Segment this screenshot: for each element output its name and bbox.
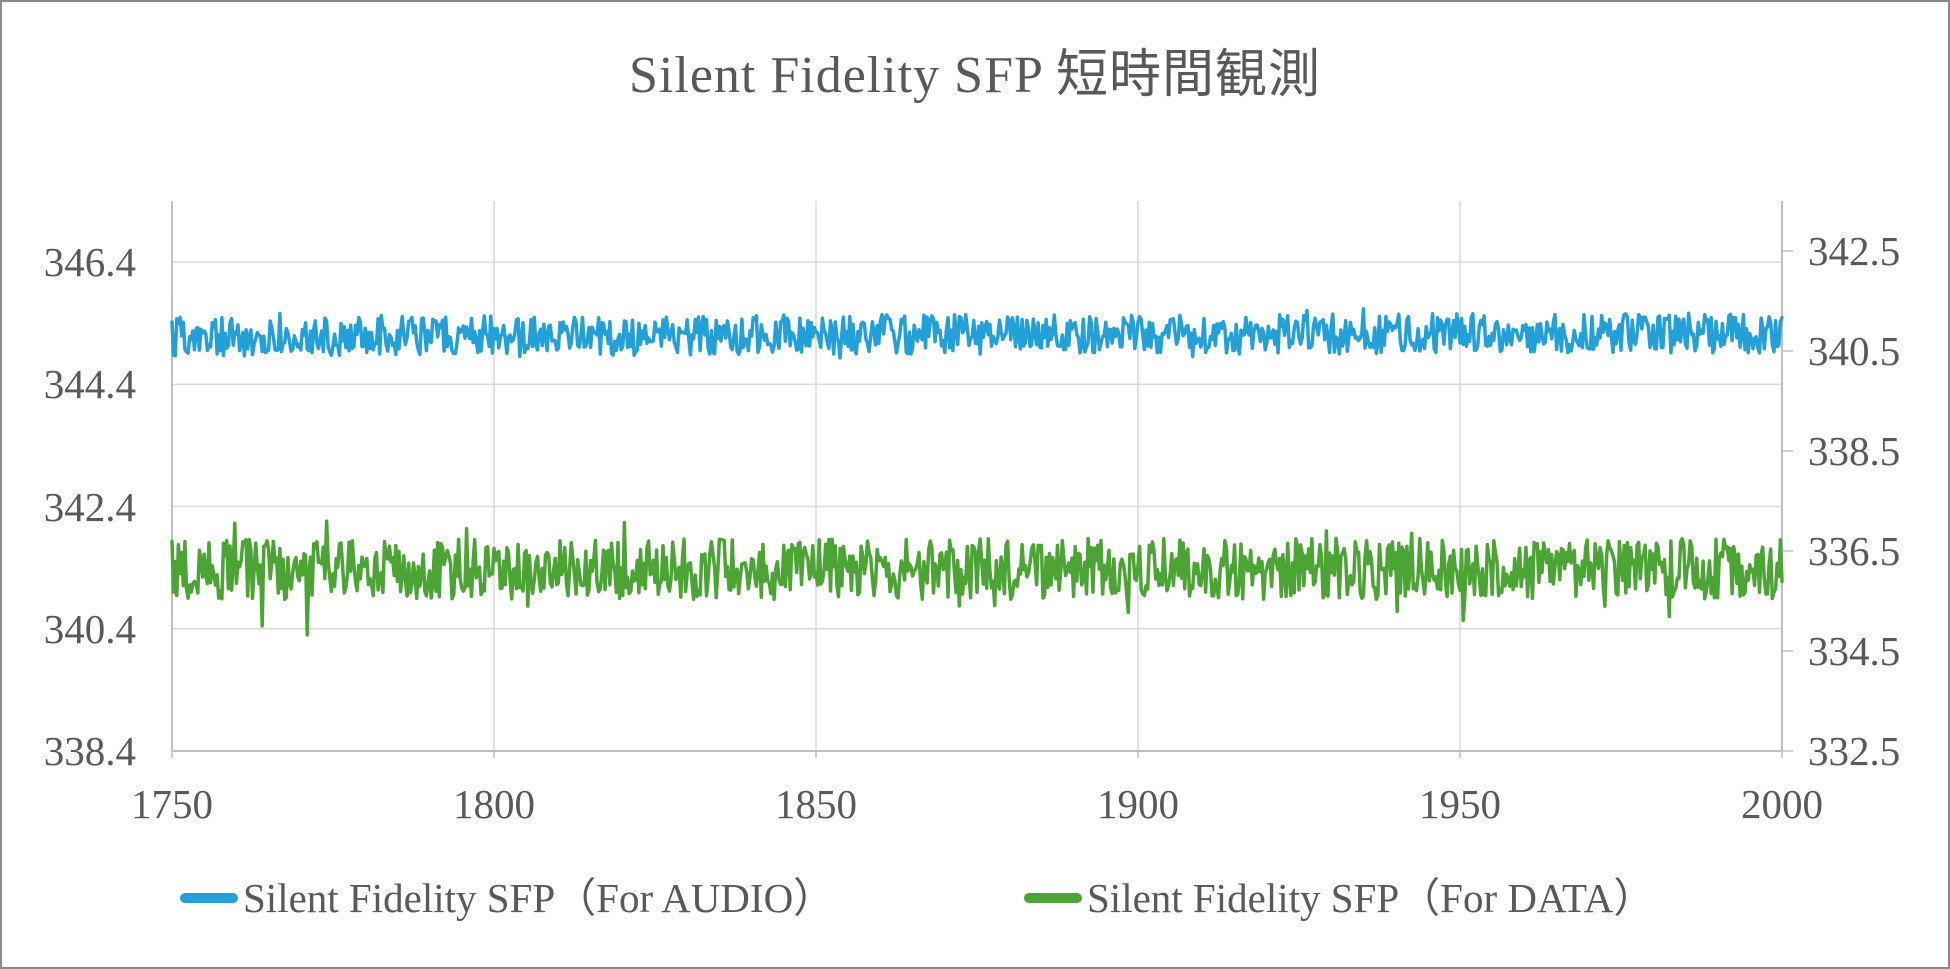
data-series-line bbox=[170, 519, 1784, 637]
right-axis-tick-label: 334.5 bbox=[1808, 628, 1901, 674]
x-axis-tick-label: 1800 bbox=[453, 781, 535, 827]
left-axis-tick-label: 338.4 bbox=[43, 728, 136, 774]
left-axis-tick-label: 340.4 bbox=[43, 605, 136, 652]
right-axis-tick-label: 342.5 bbox=[1808, 228, 1901, 274]
x-axis-tick-label: 1900 bbox=[1097, 781, 1179, 827]
left-axis-tick-label: 346.4 bbox=[43, 239, 136, 286]
x-axis-tick-label: 1850 bbox=[775, 781, 857, 827]
x-axis-tick-label: 2000 bbox=[1741, 781, 1823, 827]
left-axis-tick-label: 344.4 bbox=[43, 361, 136, 408]
x-axis-tick-label: 1750 bbox=[131, 781, 213, 827]
right-axis-tick-label: 336.5 bbox=[1808, 528, 1901, 574]
right-axis-tick-label: 338.5 bbox=[1808, 428, 1901, 474]
right-axis-tick-label: 340.5 bbox=[1808, 328, 1901, 374]
left-axis-tick-label: 342.4 bbox=[43, 483, 136, 530]
right-axis-tick-label: 332.5 bbox=[1808, 728, 1901, 774]
x-axis-tick-label: 1950 bbox=[1419, 781, 1501, 827]
audio-series-line bbox=[170, 307, 1784, 360]
chart-title: Silent Fidelity SFP 短時間観測 bbox=[629, 47, 1321, 104]
